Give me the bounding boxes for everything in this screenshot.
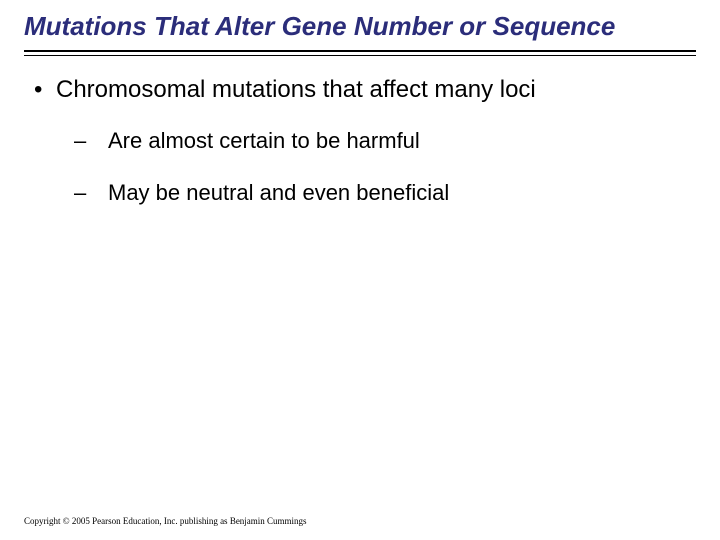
list-item: – May be neutral and even beneficial xyxy=(72,180,696,206)
slide-title: Mutations That Alter Gene Number or Sequ… xyxy=(24,12,696,48)
dash-icon: – xyxy=(72,128,108,154)
list-item: • Chromosomal mutations that affect many… xyxy=(28,76,696,104)
copyright-text: Copyright © 2005 Pearson Education, Inc.… xyxy=(24,516,307,526)
content-area: • Chromosomal mutations that affect many… xyxy=(24,56,696,206)
list-item-text: Chromosomal mutations that affect many l… xyxy=(56,76,536,104)
dash-icon: – xyxy=(72,180,108,206)
list-item: – Are almost certain to be harmful xyxy=(72,128,696,154)
slide: Mutations That Alter Gene Number or Sequ… xyxy=(0,0,720,540)
list-item-text: May be neutral and even beneficial xyxy=(108,180,449,206)
bullet-icon: • xyxy=(28,76,56,104)
list-item-text: Are almost certain to be harmful xyxy=(108,128,420,154)
